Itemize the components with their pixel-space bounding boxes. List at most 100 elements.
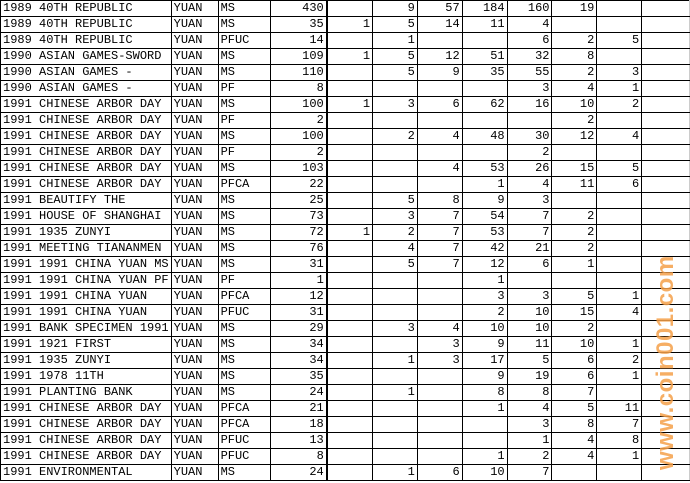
count-cell[interactable] — [506, 112, 553, 129]
count-cell[interactable] — [326, 112, 374, 129]
count-cell[interactable]: 1 — [551, 256, 598, 273]
count-cell[interactable]: 1 — [596, 288, 643, 305]
count-cell[interactable] — [641, 336, 690, 353]
count-cell[interactable]: 10 — [461, 320, 508, 337]
count-cell[interactable]: 10 — [506, 304, 553, 321]
count-cell[interactable] — [326, 320, 374, 337]
denomination-cell[interactable]: YUAN — [170, 416, 219, 433]
total-cell[interactable]: 12 — [270, 288, 328, 305]
count-cell[interactable] — [372, 288, 418, 305]
grade-cell[interactable]: PF — [217, 112, 272, 129]
count-cell[interactable]: 8 — [506, 384, 553, 401]
count-cell[interactable]: 1 — [596, 336, 643, 353]
count-cell[interactable] — [641, 368, 690, 385]
count-cell[interactable] — [372, 432, 418, 449]
count-cell[interactable]: 10 — [461, 464, 508, 481]
count-cell[interactable] — [326, 0, 374, 17]
count-cell[interactable]: 7 — [416, 208, 463, 225]
coin-name-cell[interactable]: 1990 ASIAN GAMES - — [0, 80, 172, 97]
count-cell[interactable]: 2 — [551, 208, 598, 225]
count-cell[interactable]: 1 — [596, 448, 643, 465]
count-cell[interactable]: 5 — [551, 400, 598, 417]
coin-name-cell[interactable]: 1991 ENVIRONMENTAL — [0, 464, 172, 481]
count-cell[interactable] — [641, 432, 690, 449]
count-cell[interactable] — [416, 144, 463, 161]
count-cell[interactable] — [326, 432, 374, 449]
coin-name-cell[interactable]: 1991 1921 FIRST — [0, 336, 172, 353]
count-cell[interactable] — [641, 464, 690, 481]
count-cell[interactable]: 8 — [596, 432, 643, 449]
coin-name-cell[interactable]: 1991 1978 11TH — [0, 368, 172, 385]
total-cell[interactable]: 2 — [270, 112, 328, 129]
grade-cell[interactable]: MS — [217, 64, 272, 81]
count-cell[interactable]: 1 — [372, 384, 418, 401]
count-cell[interactable]: 62 — [461, 96, 508, 113]
total-cell[interactable]: 13 — [270, 432, 328, 449]
count-cell[interactable] — [461, 144, 508, 161]
count-cell[interactable]: 3 — [506, 288, 553, 305]
count-cell[interactable]: 1 — [372, 32, 418, 49]
count-cell[interactable]: 19 — [551, 0, 598, 17]
grade-cell[interactable]: MS — [217, 192, 272, 209]
denomination-cell[interactable]: YUAN — [170, 368, 219, 385]
count-cell[interactable] — [416, 448, 463, 465]
denomination-cell[interactable]: YUAN — [170, 96, 219, 113]
count-cell[interactable] — [326, 160, 374, 177]
denomination-cell[interactable]: YUAN — [170, 32, 219, 49]
count-cell[interactable]: 4 — [506, 400, 553, 417]
count-cell[interactable]: 3 — [372, 208, 418, 225]
denomination-cell[interactable]: YUAN — [170, 208, 219, 225]
count-cell[interactable]: 5 — [596, 32, 643, 49]
count-cell[interactable]: 3 — [506, 416, 553, 433]
count-cell[interactable] — [416, 368, 463, 385]
total-cell[interactable]: 103 — [270, 160, 328, 177]
count-cell[interactable]: 2 — [551, 112, 598, 129]
denomination-cell[interactable]: YUAN — [170, 336, 219, 353]
coin-name-cell[interactable]: 1991 1935 ZUNYI — [0, 224, 172, 241]
count-cell[interactable] — [326, 80, 374, 97]
count-cell[interactable]: 7 — [506, 208, 553, 225]
grade-cell[interactable]: MS — [217, 256, 272, 273]
grade-cell[interactable]: MS — [217, 240, 272, 257]
grade-cell[interactable]: MS — [217, 384, 272, 401]
count-cell[interactable]: 5 — [506, 352, 553, 369]
count-cell[interactable] — [596, 272, 643, 289]
count-cell[interactable] — [641, 208, 690, 225]
count-cell[interactable] — [641, 16, 690, 33]
count-cell[interactable] — [326, 176, 374, 193]
coin-name-cell[interactable]: 1991 CHINESE ARBOR DAY — [0, 448, 172, 465]
count-cell[interactable] — [641, 240, 690, 257]
count-cell[interactable] — [326, 64, 374, 81]
count-cell[interactable] — [641, 192, 690, 209]
count-cell[interactable] — [506, 272, 553, 289]
total-cell[interactable]: 21 — [270, 400, 328, 417]
count-cell[interactable] — [372, 448, 418, 465]
count-cell[interactable]: 1 — [461, 448, 508, 465]
coin-name-cell[interactable]: 1991 CHINESE ARBOR DAY — [0, 160, 172, 177]
count-cell[interactable]: 8 — [416, 192, 463, 209]
coin-name-cell[interactable]: 1991 CHINESE ARBOR DAY — [0, 96, 172, 113]
grade-cell[interactable]: MS — [217, 96, 272, 113]
count-cell[interactable] — [326, 304, 374, 321]
count-cell[interactable] — [416, 272, 463, 289]
grade-cell[interactable]: MS — [217, 336, 272, 353]
count-cell[interactable]: 7 — [506, 224, 553, 241]
denomination-cell[interactable]: YUAN — [170, 352, 219, 369]
count-cell[interactable] — [641, 0, 690, 17]
count-cell[interactable] — [326, 144, 374, 161]
total-cell[interactable]: 31 — [270, 256, 328, 273]
total-cell[interactable]: 29 — [270, 320, 328, 337]
count-cell[interactable] — [641, 352, 690, 369]
count-cell[interactable] — [596, 464, 643, 481]
count-cell[interactable]: 10 — [551, 96, 598, 113]
count-cell[interactable] — [416, 400, 463, 417]
count-cell[interactable]: 1 — [461, 272, 508, 289]
count-cell[interactable] — [326, 32, 374, 49]
count-cell[interactable] — [641, 80, 690, 97]
count-cell[interactable] — [461, 80, 508, 97]
count-cell[interactable]: 2 — [551, 32, 598, 49]
count-cell[interactable]: 3 — [506, 192, 553, 209]
total-cell[interactable]: 110 — [270, 64, 328, 81]
count-cell[interactable]: 9 — [416, 64, 463, 81]
count-cell[interactable]: 16 — [506, 96, 553, 113]
